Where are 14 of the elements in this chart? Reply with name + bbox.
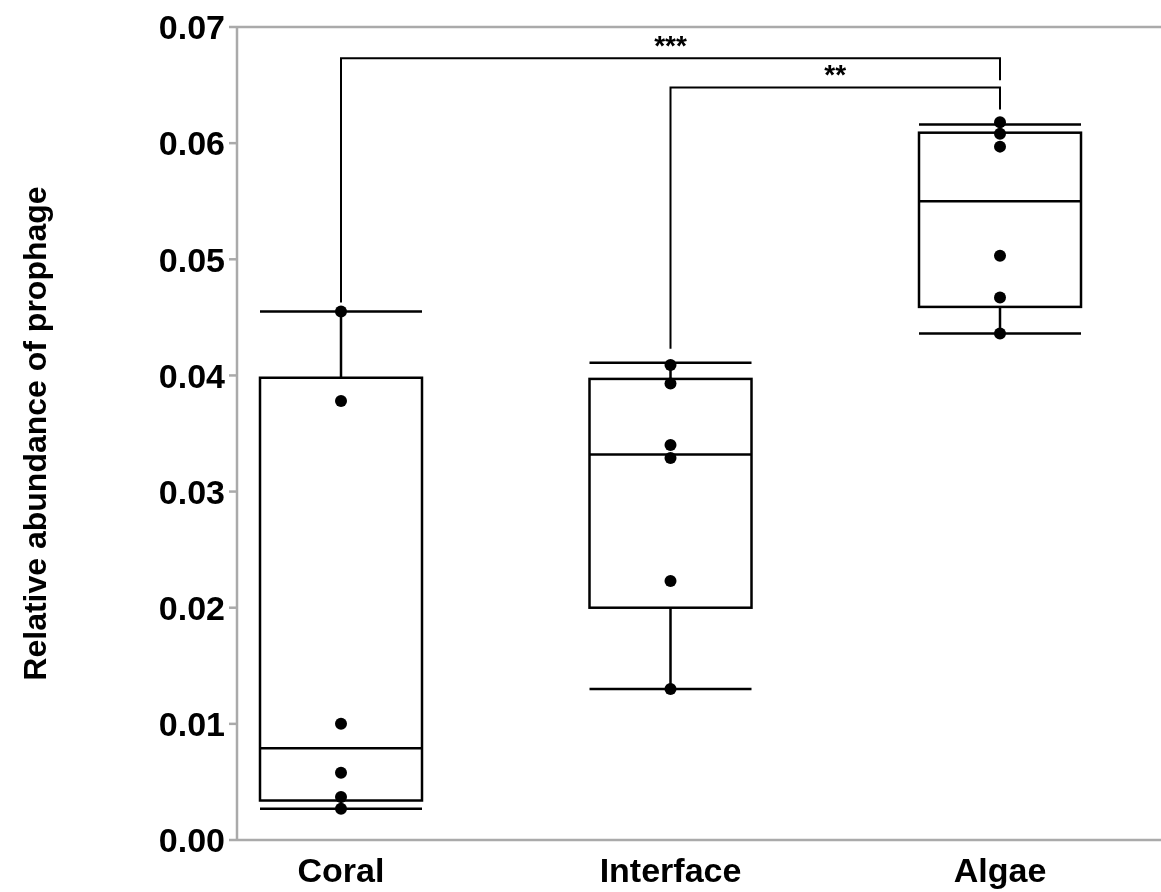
- y-tick-label: 0.01: [158, 705, 225, 744]
- annotation: ***: [654, 30, 687, 62]
- y-tick-label: 0.02: [158, 588, 225, 627]
- y-tick-label: 0.06: [158, 124, 225, 163]
- y-tick-label: 0.00: [158, 821, 225, 860]
- y-tick-label: 0.03: [158, 472, 225, 511]
- annotation: **: [824, 59, 847, 91]
- x-tick-label: Algae: [953, 851, 1047, 889]
- y-tick-label: 0.05: [158, 240, 225, 279]
- x-tick-label: Interface: [599, 851, 742, 889]
- y-axis-title: Relative abundance of prophage: [17, 186, 53, 681]
- y-tick-label: 0.07: [158, 8, 225, 47]
- y-tick-label: 0.04: [158, 356, 226, 395]
- x-tick-label: Coral: [297, 851, 385, 889]
